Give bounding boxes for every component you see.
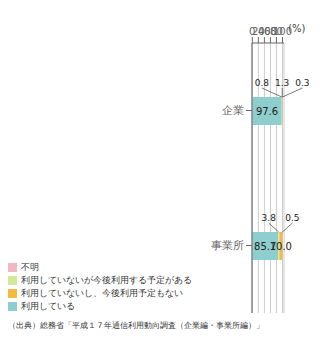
html-text:利用していないし、今後利用予定もない: 利用していないし、今後利用予定もない xyxy=(21,288,183,298)
svg-text:0.5: 0.5 xyxy=(285,213,299,223)
svg-text:100: 100 xyxy=(272,26,292,37)
svg-text:(%): (%) xyxy=(288,23,305,34)
svg-text:企業: 企業 xyxy=(222,104,244,117)
html-text:利用している: 利用している xyxy=(21,301,75,311)
svg-text:3.8: 3.8 xyxy=(262,213,277,223)
svg-text:0.8: 0.8 xyxy=(255,78,270,88)
svg-text:事業所: 事業所 xyxy=(211,239,244,252)
svg-text:0.3: 0.3 xyxy=(295,78,309,88)
svg-text:85.7: 85.7 xyxy=(254,240,277,252)
html-text:不明: 不明 xyxy=(21,262,39,272)
svg-text:1.3: 1.3 xyxy=(275,78,289,88)
svg-text:97.6: 97.6 xyxy=(256,106,278,117)
html-text:（出典）総務省「平成１７年通信利用動向調査（企業編・事業所編: （出典）総務省「平成１７年通信利用動向調査（企業編・事業所編）」 xyxy=(8,321,264,330)
html-text:利用していないが今後利用する予定がある: 利用していないが今後利用する予定がある xyxy=(21,275,192,285)
svg-text:10.0: 10.0 xyxy=(270,241,292,252)
